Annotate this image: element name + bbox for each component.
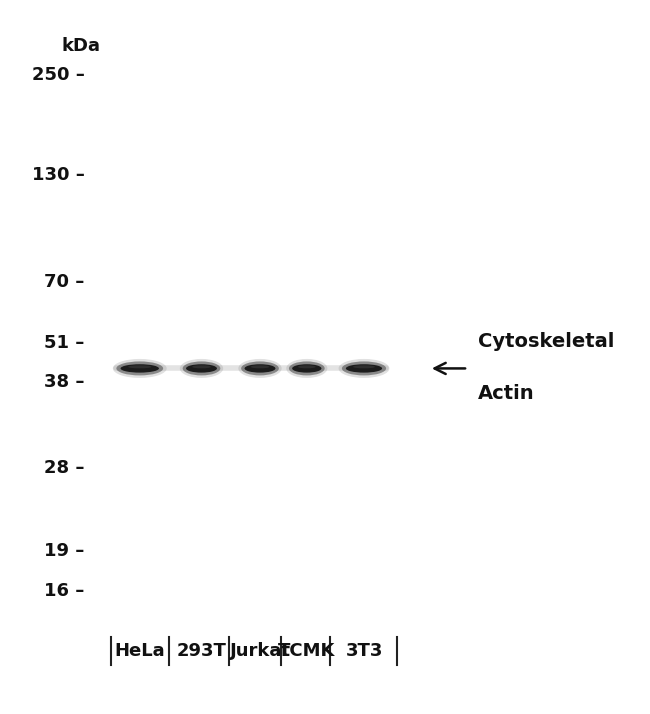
Ellipse shape (251, 366, 270, 368)
Text: 19 –: 19 – (44, 542, 84, 560)
Ellipse shape (298, 366, 316, 368)
Text: 3T3: 3T3 (345, 642, 383, 660)
Ellipse shape (180, 359, 223, 378)
Ellipse shape (292, 364, 322, 373)
Text: 38 –: 38 – (44, 373, 84, 391)
Ellipse shape (241, 361, 279, 376)
Text: 28 –: 28 – (44, 458, 84, 477)
Text: 51 –: 51 – (44, 333, 84, 352)
Text: 130 –: 130 – (32, 166, 84, 184)
Text: HeLa: HeLa (114, 642, 165, 660)
Ellipse shape (239, 359, 281, 378)
Ellipse shape (120, 364, 159, 373)
Text: Actin: Actin (478, 384, 534, 403)
Text: 293T: 293T (177, 642, 226, 660)
Text: Cytoskeletal: Cytoskeletal (478, 332, 614, 351)
Text: kDa: kDa (62, 37, 101, 56)
Text: TCMK: TCMK (278, 642, 335, 660)
Ellipse shape (244, 364, 276, 373)
Text: 16 –: 16 – (44, 582, 84, 600)
Text: 250 –: 250 – (32, 66, 84, 84)
Ellipse shape (183, 361, 220, 376)
Ellipse shape (116, 361, 163, 376)
Ellipse shape (128, 366, 151, 368)
Ellipse shape (342, 361, 386, 376)
Ellipse shape (339, 359, 389, 378)
Text: Jurkat: Jurkat (229, 642, 291, 660)
Ellipse shape (192, 366, 211, 368)
Ellipse shape (186, 364, 217, 373)
Ellipse shape (113, 359, 166, 378)
Ellipse shape (346, 364, 382, 373)
Text: 70 –: 70 – (44, 273, 84, 291)
Ellipse shape (289, 361, 325, 376)
Ellipse shape (353, 366, 375, 368)
Ellipse shape (286, 359, 328, 378)
